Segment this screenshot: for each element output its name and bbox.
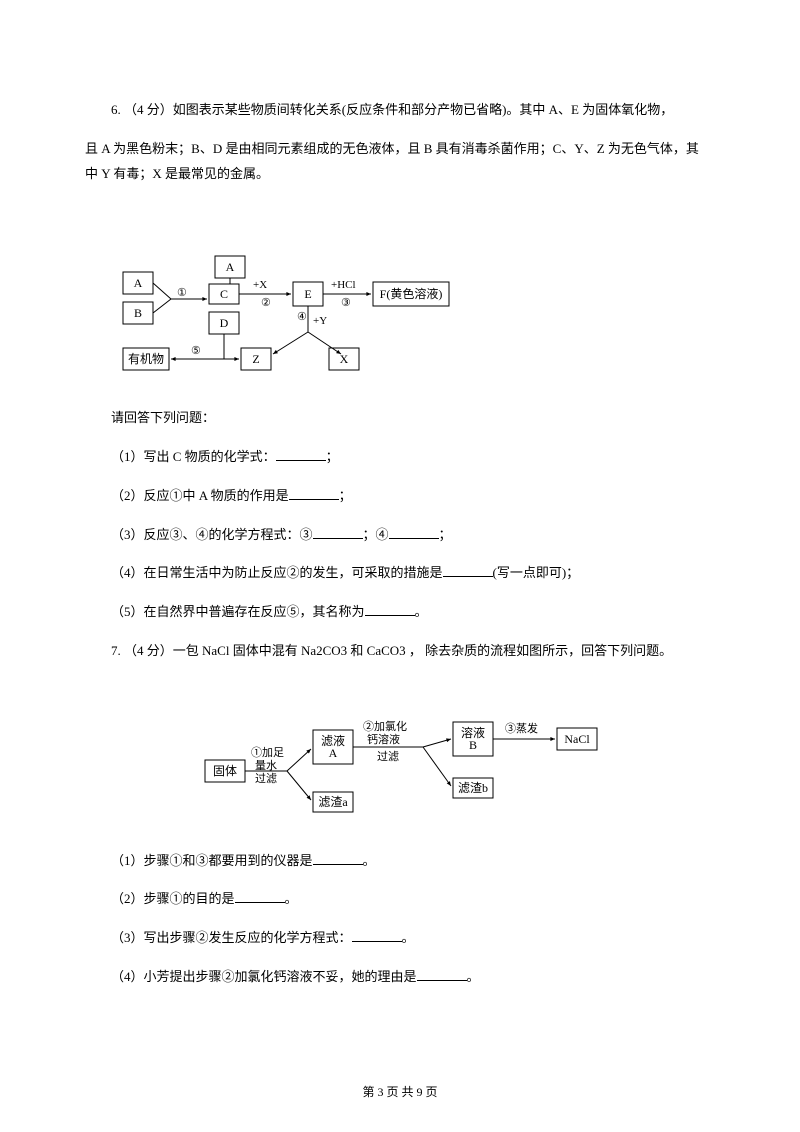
q6-sub3-text-a: （3）反应③、④的化学方程式：③	[111, 527, 313, 542]
q6-sub4-text: （4）在日常生活中为防止反应②的发生，可采取的措施是	[111, 565, 443, 580]
svg-text:有机物: 有机物	[128, 352, 164, 366]
q7-sub3-text: （3）写出步骤②发生反应的化学方程式：	[111, 930, 352, 945]
svg-text:E: E	[304, 287, 311, 301]
q6-sub1-text: （1）写出 C 物质的化学式：	[111, 449, 276, 464]
svg-text:Z: Z	[252, 352, 259, 366]
q7-diagram-container: 固体滤液A滤渣a溶液B滤渣bNaCl①加足量水过滤②加氯化钙溶液过滤③蒸发	[185, 682, 715, 829]
q6-sub5-suffix: 。	[415, 604, 428, 619]
q7-sub3-suffix: 。	[402, 930, 415, 945]
svg-text:⑤: ⑤	[191, 345, 201, 357]
q6-sub2-suffix: ；	[339, 488, 352, 503]
svg-text:+HCl: +HCl	[331, 279, 356, 291]
q6-sub5-blank[interactable]	[365, 602, 415, 616]
q7-sub4-blank[interactable]	[417, 967, 467, 981]
svg-text:④: ④	[297, 311, 307, 323]
svg-text:X: X	[340, 352, 349, 366]
q6-sub3-text-b: ；④	[363, 527, 389, 542]
q6-sub4-suffix: (写一点即可)；	[493, 565, 580, 580]
svg-text:③: ③	[341, 297, 351, 309]
q6-diagram-container: ABACDEF(黄色溶液)ZX有机物①+X②+HCl③④+Y⑤	[113, 204, 715, 386]
q6-prompt-line2: 且 A 为黑色粉末；B、D 是由相同元素组成的无色液体，且 B 具有消毒杀菌作用…	[85, 139, 715, 160]
svg-text:B: B	[134, 306, 142, 320]
q6-sub1-blank[interactable]	[276, 447, 326, 461]
svg-text:量水: 量水	[255, 759, 277, 772]
svg-text:②加氯化: ②加氯化	[363, 719, 407, 733]
q7-sub4-text: （4）小芳提出步骤②加氯化钙溶液不妥，她的理由是	[111, 969, 417, 984]
svg-text:③蒸发: ③蒸发	[505, 721, 538, 735]
svg-text:C: C	[220, 287, 228, 301]
q6-sub5-text: （5）在自然界中普遍存在反应⑤，其名称为	[111, 604, 365, 619]
svg-text:滤渣b: 滤渣b	[458, 781, 488, 795]
q6-intro: 请回答下列问题：	[85, 408, 715, 429]
q7-sub4: （4）小芳提出步骤②加氯化钙溶液不妥，她的理由是 。	[85, 967, 715, 988]
q7-sub1-suffix: 。	[363, 853, 376, 868]
svg-text:+X: +X	[253, 279, 267, 291]
q6-prompt-line3: 中 Y 有毒；X 是最常见的金属。	[85, 164, 715, 185]
svg-text:滤渣a: 滤渣a	[318, 795, 348, 809]
q6-sub1-suffix: ；	[326, 449, 339, 464]
q6-sub4-blank[interactable]	[443, 563, 493, 577]
svg-text:固体: 固体	[213, 764, 237, 778]
q6-prompt-line1: 6. （4 分）如图表示某些物质间转化关系(反应条件和部分产物已省略)。其中 A…	[85, 100, 715, 121]
q6-diagram: ABACDEF(黄色溶液)ZX有机物①+X②+HCl③④+Y⑤	[113, 204, 473, 379]
q7-sub3-blank[interactable]	[352, 928, 402, 942]
svg-text:A: A	[329, 746, 338, 760]
svg-text:①加足: ①加足	[251, 746, 284, 759]
page-footer: 第 3 页 共 9 页	[0, 1083, 800, 1102]
svg-text:D: D	[220, 316, 229, 330]
svg-text:②: ②	[261, 297, 271, 309]
q6-sub2-blank[interactable]	[289, 486, 339, 500]
q6-sub2: （2）反应①中 A 物质的作用是 ；	[85, 486, 715, 507]
q7-sub2-blank[interactable]	[235, 889, 285, 903]
svg-text:A: A	[226, 260, 235, 274]
q7-sub1: （1）步骤①和③都要用到的仪器是 。	[85, 851, 715, 872]
q6-sub1: （1）写出 C 物质的化学式： ；	[85, 447, 715, 468]
q6-sub2-text: （2）反应①中 A 物质的作用是	[111, 488, 289, 503]
svg-text:①: ①	[177, 287, 187, 299]
svg-text:钙溶液: 钙溶液	[367, 732, 400, 746]
q7-sub3: （3）写出步骤②发生反应的化学方程式： 。	[85, 928, 715, 949]
svg-text:过滤: 过滤	[377, 750, 399, 763]
svg-text:A: A	[134, 276, 143, 290]
q6-sub3-text-c: ；	[439, 527, 452, 542]
svg-text:+Y: +Y	[313, 315, 327, 327]
q7-sub4-suffix: 。	[467, 969, 480, 984]
q7-sub2-text: （2）步骤①的目的是	[111, 891, 235, 906]
q6-sub3-blank2[interactable]	[389, 525, 439, 539]
q6-sub3-blank1[interactable]	[313, 525, 363, 539]
q7-diagram: 固体滤液A滤渣a溶液B滤渣bNaCl①加足量水过滤②加氯化钙溶液过滤③蒸发	[185, 682, 625, 822]
q7-sub2: （2）步骤①的目的是 。	[85, 889, 715, 910]
q6-sub5: （5）在自然界中普遍存在反应⑤，其名称为 。	[85, 602, 715, 623]
q6-sub3: （3）反应③、④的化学方程式：③ ；④ ；	[85, 525, 715, 546]
q7-sub1-text: （1）步骤①和③都要用到的仪器是	[111, 853, 313, 868]
q6-sub4: （4）在日常生活中为防止反应②的发生，可采取的措施是 (写一点即可)；	[85, 563, 715, 584]
svg-text:NaCl: NaCl	[564, 732, 590, 746]
svg-text:B: B	[469, 738, 477, 752]
q7-sub2-suffix: 。	[285, 891, 298, 906]
svg-text:过滤: 过滤	[255, 772, 277, 785]
svg-text:F(黄色溶液): F(黄色溶液)	[380, 286, 443, 301]
q7-sub1-blank[interactable]	[313, 851, 363, 865]
q7-prompt: 7. （4 分）一包 NaCl 固体中混有 Na2CO3 和 CaCO3 ， 除…	[85, 641, 715, 662]
